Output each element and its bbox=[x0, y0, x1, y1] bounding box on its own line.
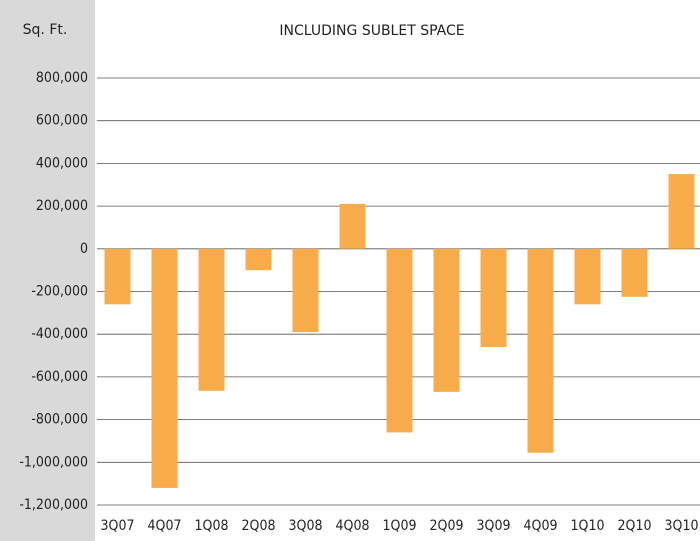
bar bbox=[339, 203, 366, 249]
x-tick-label: 3Q08 bbox=[289, 518, 323, 534]
x-tick-label: 3Q07 bbox=[101, 518, 135, 534]
bar bbox=[104, 248, 131, 305]
bar bbox=[527, 248, 554, 453]
y-tick-label: -800,000 bbox=[31, 412, 88, 428]
y-tick-label: 600,000 bbox=[36, 113, 88, 129]
y-tick-label: -1,000,000 bbox=[19, 454, 88, 470]
bar bbox=[574, 248, 601, 305]
x-tick-label: 1Q09 bbox=[383, 518, 417, 534]
bar bbox=[292, 248, 319, 333]
y-tick-label: -600,000 bbox=[31, 369, 88, 385]
y-tick-label: 0 bbox=[80, 241, 88, 257]
bar bbox=[433, 248, 460, 392]
y-tick-label: -200,000 bbox=[31, 284, 88, 300]
axis-panel bbox=[0, 0, 95, 541]
y-tick-label: -1,200,000 bbox=[19, 497, 88, 513]
x-tick-label: 4Q08 bbox=[336, 518, 370, 534]
bar bbox=[668, 174, 695, 249]
y-tick-label: 400,000 bbox=[36, 155, 88, 171]
bar bbox=[480, 248, 507, 348]
x-tick-label: 2Q10 bbox=[618, 518, 652, 534]
chart-title: INCLUDING SUBLET SPACE bbox=[279, 23, 464, 39]
x-tick-label: 3Q10 bbox=[665, 518, 699, 534]
y-tick-label: 800,000 bbox=[36, 70, 88, 86]
x-tick-label: 1Q08 bbox=[195, 518, 229, 534]
y-axis-label: Sq. Ft. bbox=[23, 22, 68, 38]
bar bbox=[198, 248, 225, 391]
x-tick-label: 2Q09 bbox=[430, 518, 464, 534]
bar bbox=[245, 248, 272, 271]
y-tick-label: -400,000 bbox=[31, 326, 88, 342]
x-tick-label: 2Q08 bbox=[242, 518, 276, 534]
y-tick-label: 200,000 bbox=[36, 198, 88, 214]
x-tick-label: 3Q09 bbox=[477, 518, 511, 534]
bar bbox=[621, 248, 648, 297]
x-tick-label: 4Q09 bbox=[524, 518, 558, 534]
x-tick-label: 1Q10 bbox=[571, 518, 605, 534]
x-tick-label: 4Q07 bbox=[148, 518, 182, 534]
bar bbox=[151, 248, 178, 488]
bar bbox=[386, 248, 413, 433]
